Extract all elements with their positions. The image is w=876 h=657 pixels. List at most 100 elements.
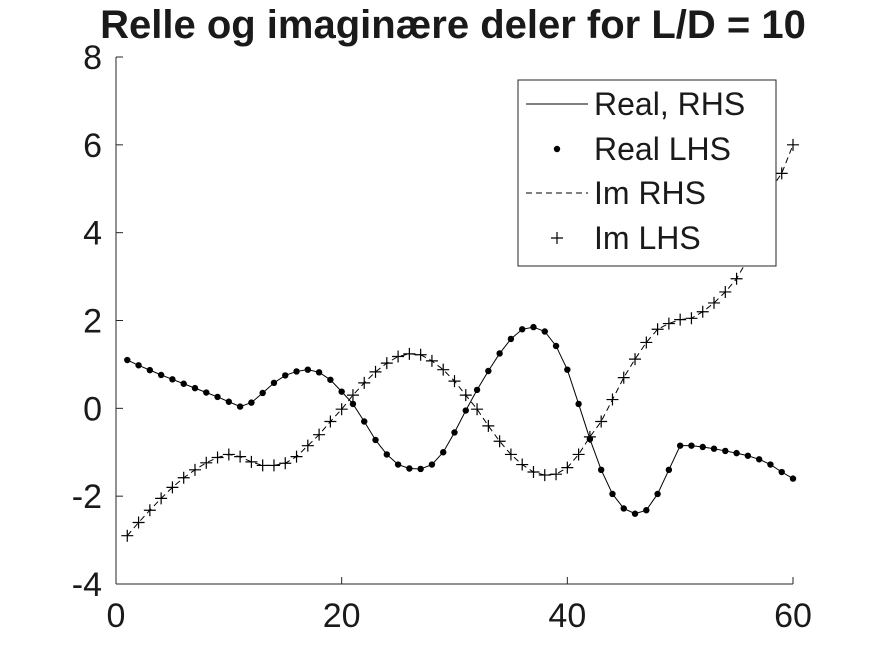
y-tick-label: 0 (83, 390, 102, 428)
real-lhs-point (552, 342, 560, 350)
im-lhs-point (550, 468, 563, 481)
im-lhs-point (708, 296, 721, 309)
real-lhs-point (349, 400, 357, 408)
real-lhs-point (146, 366, 154, 374)
real-lhs-point (361, 418, 368, 425)
im-lhs-point (166, 481, 179, 494)
im-lhs-point (482, 419, 495, 432)
y-tick-label: 6 (83, 127, 102, 165)
im-lhs-point (234, 450, 247, 463)
im-lhs-point (516, 458, 529, 471)
im-lhs-point (414, 348, 427, 361)
real-lhs-point (688, 442, 695, 449)
legend: Real, RHS Real LHS Im RHS Im LHS (517, 79, 777, 267)
real-lhs-point (270, 379, 278, 387)
real-lhs-point (124, 356, 131, 364)
im-lhs-point (730, 272, 743, 285)
im-lhs-point (629, 353, 642, 366)
real-lhs-point (485, 367, 492, 375)
real-lhs-point (609, 490, 616, 498)
real-lhs-point (214, 393, 221, 401)
im-lhs-point (380, 357, 393, 370)
legend-label: Im RHS (594, 175, 706, 211)
legend-label: Real, RHS (594, 86, 745, 122)
im-lhs-point (200, 456, 213, 469)
real-lhs-point (157, 371, 165, 379)
real-lhs-point (372, 436, 379, 444)
im-lhs-point (121, 529, 134, 542)
x-tick-label: 20 (323, 597, 361, 635)
real-lhs-point (519, 326, 526, 333)
im-lhs-point (662, 317, 675, 330)
real-lhs-point (778, 468, 785, 476)
real-lhs-point (676, 442, 684, 449)
real-lhs-point (767, 461, 774, 468)
im-lhs-point (425, 354, 438, 367)
im-lhs-point (222, 448, 235, 461)
real-lhs-point (631, 510, 639, 517)
x-tick-label: 40 (548, 597, 586, 635)
real-lhs-point (327, 376, 334, 383)
im-lhs-point (617, 371, 630, 384)
real-lhs-point (530, 323, 537, 331)
real-lhs-point (135, 362, 142, 369)
real-lhs-point (789, 475, 797, 482)
im-lhs-point (279, 457, 292, 470)
real-lhs-point (744, 452, 752, 459)
im-lhs-point (775, 167, 788, 180)
real-lhs-point (755, 456, 763, 463)
im-lhs-point (392, 350, 405, 363)
real-lhs-point (417, 465, 424, 473)
real-lhs-point (428, 461, 436, 468)
real-lhs-point (541, 328, 548, 335)
im-lhs-point (313, 428, 326, 441)
real-lhs-point (710, 445, 718, 452)
real-lhs-point (304, 366, 312, 373)
im-lhs-point (493, 435, 506, 448)
axes: 0 20 40 60 -4 -2 0 2 4 6 8 (72, 39, 812, 635)
real-lhs-point (643, 507, 650, 514)
real-lhs-point (383, 451, 390, 458)
real-lhs-point (180, 380, 187, 387)
x-tick-label: 60 (774, 597, 812, 635)
x-tick-label: 0 (107, 597, 126, 635)
im-lhs-point (324, 415, 337, 428)
im-lhs-point (335, 403, 348, 416)
real-lhs-point (203, 389, 210, 396)
real-lhs-point (440, 449, 447, 456)
real-lhs-point (665, 466, 673, 474)
im-lhs-point (527, 466, 540, 479)
im-lhs-point (358, 376, 371, 389)
im-lhs-point (606, 393, 619, 406)
real-lhs-point (406, 465, 413, 472)
im-lhs-point (132, 516, 145, 529)
real-lhs-point (575, 400, 582, 408)
im-lhs-point (403, 347, 416, 360)
im-lhs-point (640, 336, 653, 349)
real-lhs-point (259, 389, 266, 397)
real-lhs-point (451, 429, 458, 436)
im-lhs-point (561, 461, 574, 474)
im-lhs-point (290, 450, 303, 463)
real-lhs-point (564, 366, 571, 373)
real-lhs-point (733, 449, 740, 457)
im-lhs-point (245, 455, 258, 468)
real-lhs-point (473, 386, 481, 394)
real-lhs-point (462, 407, 469, 414)
im-lhs-point (267, 459, 280, 472)
im-lhs-point (471, 403, 484, 416)
real-lhs-point (315, 369, 323, 376)
y-tick-label: -4 (72, 566, 102, 604)
real-lhs-point (282, 372, 289, 379)
chart-title: Relle og imaginære deler for L/D = 10 (100, 3, 806, 47)
im-lhs-point (651, 323, 664, 336)
legend-label: Im LHS (594, 220, 701, 256)
real-lhs-point (507, 335, 515, 343)
im-lhs-point (595, 415, 608, 428)
y-tick-label: 8 (83, 39, 102, 77)
im-lhs-point (572, 448, 585, 461)
y-tick-label: 2 (83, 303, 102, 341)
im-lhs-point (459, 389, 472, 402)
im-lhs-point (155, 492, 168, 505)
